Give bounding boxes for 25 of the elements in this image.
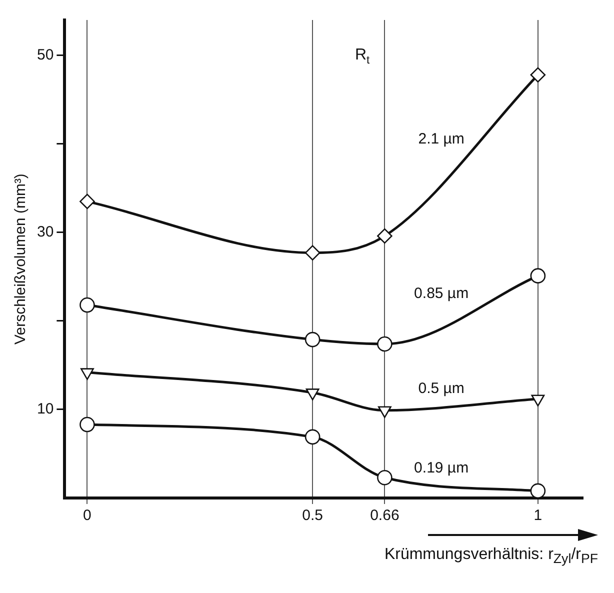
series-label: 0.85 µm bbox=[414, 285, 469, 302]
x-axis-title: Krümmungsverhältnis: r$_{Zyl}$/r$_{PF}$ bbox=[383, 546, 599, 566]
series-label: 0.19 µm bbox=[414, 459, 469, 476]
x-tick-label: 1 bbox=[534, 507, 542, 524]
point bbox=[530, 67, 546, 83]
point bbox=[377, 470, 392, 486]
series-label: 2.1 µm bbox=[418, 130, 464, 148]
point bbox=[80, 416, 95, 432]
point bbox=[304, 332, 320, 348]
point bbox=[377, 228, 392, 244]
point bbox=[304, 429, 320, 445]
point bbox=[377, 336, 392, 352]
y-tick-label: 10 bbox=[36, 400, 54, 418]
point bbox=[304, 245, 320, 260]
y-tick-label: 50 bbox=[36, 46, 54, 64]
point bbox=[80, 194, 95, 210]
point bbox=[530, 268, 546, 284]
point bbox=[530, 483, 546, 498]
point bbox=[80, 297, 95, 313]
y-tick-label: 30 bbox=[36, 224, 54, 241]
x-tick-label: 0.5 bbox=[302, 507, 324, 524]
y-axis-title: Verschleißvolumen (mm³) bbox=[12, 174, 30, 344]
x-tick-label: 0 bbox=[83, 507, 92, 524]
x-tick-label: 0.66 bbox=[370, 507, 400, 524]
series-label: 0.5 µm bbox=[418, 380, 464, 397]
